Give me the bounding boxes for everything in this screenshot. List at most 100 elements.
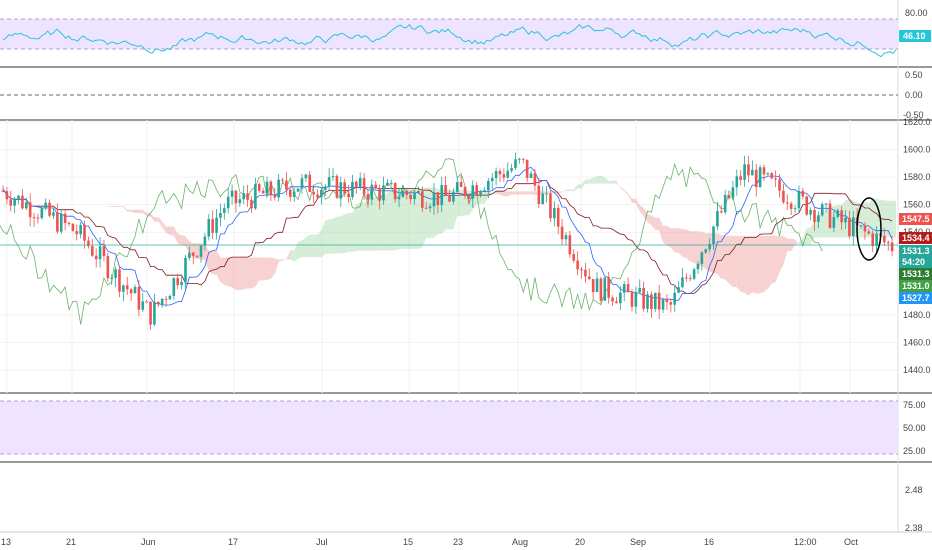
annotation-circle[interactable] [856, 197, 882, 261]
candle-body [576, 260, 579, 270]
price-badge-text: 1547.5 [902, 214, 930, 224]
candle-body [180, 281, 183, 286]
candle-body [653, 292, 657, 310]
cloud-segment [313, 234, 318, 258]
x-tick-label: 17 [228, 537, 238, 547]
price-tick-label: 1480.0 [903, 310, 931, 320]
rsi-bottom-tick: 50.00 [903, 423, 926, 433]
candle-body [549, 193, 552, 219]
cloud-segment [872, 198, 877, 238]
osc-tick: -0.50 [903, 110, 924, 120]
candle-body [215, 217, 218, 233]
price-badge [899, 232, 932, 244]
cloud-segment [884, 200, 889, 238]
candle-body [712, 226, 715, 245]
candle-body [743, 164, 746, 180]
candle-body [867, 231, 871, 234]
price-tick-label: 1620.0 [903, 117, 931, 127]
candle-body [13, 199, 16, 206]
candle-body [863, 225, 867, 232]
cloud-segment [760, 235, 764, 294]
candle-body [518, 158, 521, 160]
candle-body [52, 212, 55, 216]
candle-body [444, 184, 447, 196]
cloud-segment [127, 209, 132, 212]
candle-body [48, 202, 51, 216]
candle-body [106, 256, 110, 279]
rsi-bottom-tick: 75.00 [903, 400, 926, 410]
candle-body [424, 207, 428, 209]
candle-body [265, 181, 269, 194]
candle-body [642, 287, 645, 309]
cloud-segment [531, 191, 535, 196]
rsi-bottom-tick: 25.00 [903, 446, 926, 456]
candle-body [382, 185, 385, 201]
candle-body [584, 269, 587, 277]
candle-body [149, 301, 152, 325]
candle-body [657, 292, 661, 310]
cloud-segment [674, 228, 679, 253]
cloud-segment [717, 233, 722, 279]
candle-body [71, 223, 75, 232]
candle-body [331, 176, 335, 178]
cloud-segment [593, 176, 598, 184]
cloud-segment [775, 235, 780, 283]
candle-body [490, 178, 494, 181]
candle-body [28, 202, 32, 218]
candle-body [553, 207, 556, 219]
cloud-segment [204, 243, 209, 272]
cloud-segment [138, 209, 143, 213]
candle-body [157, 301, 160, 305]
candle-body [17, 195, 20, 200]
cloud-segment [290, 250, 295, 262]
candle-body [347, 193, 350, 198]
cloud-segment [705, 233, 710, 272]
candle-body [366, 194, 370, 200]
candle-body [1, 190, 5, 192]
price-badge [899, 280, 932, 292]
osc-tick: 0.00 [905, 90, 923, 100]
candle-body [751, 169, 754, 176]
candle-body [727, 194, 731, 199]
candle-body [487, 180, 490, 191]
price-badge-text: 1531.0 [902, 281, 930, 291]
cloud-segment [546, 191, 551, 194]
cloud-segment [402, 188, 407, 249]
cloud-segment [356, 202, 361, 251]
cloud-segment [426, 187, 431, 238]
cloud-segment [857, 202, 862, 238]
price-badge-text: 1531.3 [902, 246, 930, 256]
candle-body [832, 216, 836, 228]
candle-body [595, 278, 599, 293]
cloud-segment [678, 228, 683, 257]
candle-body [479, 191, 482, 195]
cloud-segment [810, 220, 815, 245]
candle-body [665, 299, 669, 303]
price-badge-text: 1531.3 [902, 269, 930, 279]
candle-body [40, 208, 44, 219]
candle-body [211, 219, 214, 233]
price-badges: 1547.51534.41531.354:201531.31531.01527.… [899, 213, 932, 304]
candle-body [273, 194, 277, 198]
candle-body [141, 301, 145, 310]
candle-body [386, 183, 389, 186]
x-tick-label: 12:00 [794, 537, 817, 547]
candle-body [378, 188, 381, 201]
candle-body [110, 277, 114, 279]
candle-body [762, 167, 766, 175]
cloud-segment [251, 257, 256, 289]
cloud-segment [135, 209, 139, 213]
cloud-segment [298, 240, 302, 259]
candle-body [704, 249, 708, 253]
x-tick-label: Aug [512, 537, 528, 547]
candle-body [320, 189, 323, 198]
candle-body [83, 224, 86, 241]
candle-body [700, 252, 704, 264]
cloud-segment [115, 206, 120, 208]
candle-body [269, 181, 273, 195]
cloud-segment [663, 225, 667, 246]
candle-body [836, 210, 840, 217]
candle-body [63, 213, 67, 223]
cloud-segment [635, 198, 640, 212]
